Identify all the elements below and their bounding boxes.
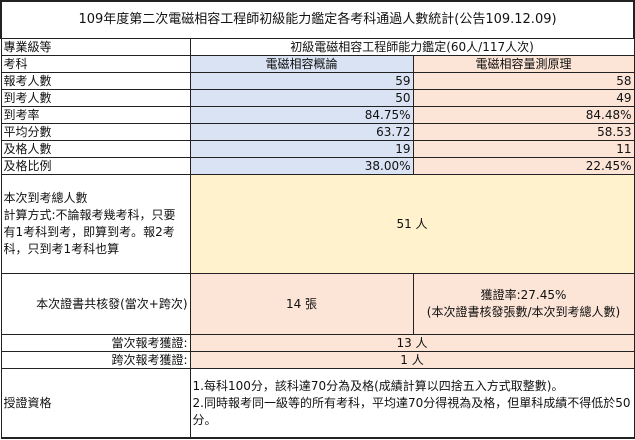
total-attend-value: 51 人 bbox=[189, 174, 635, 274]
row-label: 平均分數 bbox=[0, 123, 191, 141]
cross-label: 跨次報考獲證: bbox=[0, 351, 191, 369]
table-row: 及格人數 19 11 bbox=[0, 140, 635, 158]
certs-value: 14 張 bbox=[189, 273, 414, 335]
table-row: 到考人數 50 49 bbox=[0, 89, 635, 107]
current-value: 13 人 bbox=[189, 334, 635, 352]
row-label: 及格人數 bbox=[0, 140, 191, 158]
cell: 59 bbox=[189, 72, 414, 90]
total-attend-label: 本次到考總人數 計算方式:不論報考幾考科，只要有1考科到考，即算到考。報2考科，… bbox=[0, 174, 191, 274]
row-label: 報考人數 bbox=[0, 72, 191, 90]
row-label: 及格比例 bbox=[0, 157, 191, 175]
level-value: 初級電磁相容工程師能力鑑定(60人/117人次) bbox=[189, 38, 635, 56]
cell: 84.48% bbox=[412, 106, 635, 124]
cross-value: 1 人 bbox=[189, 351, 635, 369]
cell: 22.45% bbox=[412, 157, 635, 175]
cell: 38.00% bbox=[189, 157, 414, 175]
level-label: 專業級等 bbox=[0, 38, 191, 56]
certs-label: 本次證書共核發(當次+跨次) bbox=[0, 273, 191, 335]
table-title: 109年度第二次電磁相容工程師初級能力鑑定各考科通過人數統計(公告109.12.… bbox=[0, 0, 635, 39]
table-row: 平均分數 63.72 58.53 bbox=[0, 123, 635, 141]
cell: 50 bbox=[189, 89, 414, 107]
certs-rate: 獲證率:27.45% (本次證書核發張數/本次到考總人數) bbox=[412, 273, 635, 335]
cell: 49 bbox=[412, 89, 635, 107]
cell: 84.75% bbox=[189, 106, 414, 124]
cell: 63.72 bbox=[189, 123, 414, 141]
cell: 58 bbox=[412, 72, 635, 90]
cell: 19 bbox=[189, 140, 414, 158]
subject-1: 電磁相容概論 bbox=[189, 55, 414, 73]
table-row: 報考人數 59 58 bbox=[0, 72, 635, 90]
current-label: 當次報考獲證: bbox=[0, 334, 191, 352]
cell: 58.53 bbox=[412, 123, 635, 141]
cell: 11 bbox=[412, 140, 635, 158]
row-label: 到考人數 bbox=[0, 89, 191, 107]
qualification-label: 授證資格 bbox=[0, 368, 191, 439]
qualification-text: 1.每科100分，該科達70分為及格(成績計算以四捨五入方式取整數)。 2.同時… bbox=[189, 368, 635, 439]
row-label: 到考率 bbox=[0, 106, 191, 124]
subject-2: 電磁相容量測原理 bbox=[412, 55, 635, 73]
subject-label: 考科 bbox=[0, 55, 191, 73]
table-row: 到考率 84.75% 84.48% bbox=[0, 106, 635, 124]
table-row: 及格比例 38.00% 22.45% bbox=[0, 157, 635, 175]
